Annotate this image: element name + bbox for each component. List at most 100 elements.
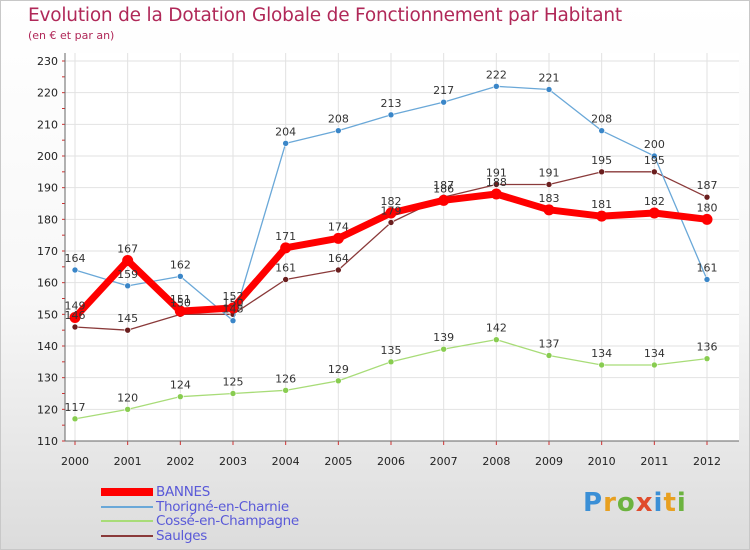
data-label-thorigne-en-charnie: 221 [539,72,560,85]
legend-swatch [101,534,153,537]
data-point-bannes [438,194,450,206]
data-label-thorigne-en-charnie: 208 [591,113,612,126]
logo-letter: i [653,488,664,518]
data-point-thorigne-en-charnie [598,127,605,134]
data-label-bannes: 180 [697,201,718,214]
data-label-bannes: 174 [328,220,349,233]
data-label-saulges: 187 [697,179,718,192]
data-point-thorigne-en-charnie [282,140,289,147]
data-label-thorigne-en-charnie: 148 [223,303,244,316]
data-label-thorigne-en-charnie: 217 [433,84,454,97]
x-tick-label: 2000 [61,455,89,468]
x-tick-label: 2007 [430,455,458,468]
legend-label: BANNES [156,484,210,500]
data-point-thorigne-en-charnie [651,152,658,160]
y-tick-label: 180 [37,213,58,226]
data-point-saulges [703,193,711,201]
data-label-cosse-en-champagne: 126 [275,372,296,385]
data-label-bannes: 171 [275,230,296,243]
data-point-thorigne-en-charnie [387,111,395,119]
data-point-cosse-en-champagne [124,406,131,413]
data-label-cosse-en-champagne: 134 [591,347,612,360]
data-label-saulges: 191 [539,167,560,180]
legend-swatch [101,505,153,508]
data-point-thorigne-en-charnie [440,98,447,106]
data-label-thorigne-en-charnie: 159 [117,268,138,281]
data-point-saulges [124,326,131,334]
data-point-bannes [332,232,344,244]
data-label-thorigne-en-charnie: 213 [381,97,402,110]
data-point-saulges [387,219,395,226]
data-label-thorigne-en-charnie: 208 [328,113,349,126]
data-label-bannes: 182 [381,195,402,208]
data-label-saulges: 195 [591,154,612,167]
data-label-bannes: 151 [170,293,191,306]
data-point-thorigne-en-charnie [71,266,79,274]
data-label-bannes: 188 [486,176,507,189]
data-point-saulges [335,266,342,274]
data-point-bannes [648,207,660,219]
y-tick-label: 130 [37,372,58,385]
legend-swatch [101,520,153,522]
logo-letter: i [676,488,687,518]
data-point-bannes [280,242,292,254]
data-point-cosse-en-champagne [177,393,184,400]
data-point-saulges [282,276,289,283]
data-point-cosse-en-champagne [229,390,237,397]
data-label-cosse-en-champagne: 142 [486,322,507,335]
data-label-saulges: 187 [433,179,454,192]
y-tick-label: 150 [37,308,58,321]
logo-letter: r [603,488,617,518]
data-label-cosse-en-champagne: 137 [539,338,560,351]
data-point-saulges [493,181,500,188]
logo-letter: o [616,488,636,518]
x-tick-label: 2003 [219,455,247,468]
data-label-cosse-en-champagne: 124 [170,379,191,392]
data-label-saulges: 164 [328,252,349,265]
data-point-cosse-en-champagne [440,345,447,353]
legend-label: Cossé-en-Champagne [156,513,299,529]
x-tick-label: 2010 [588,455,616,468]
logo-letter: P [583,488,604,518]
data-point-bannes [69,312,81,323]
data-label-cosse-en-champagne: 134 [644,347,665,360]
legend-label: Thorigné-en-Charnie [156,498,289,515]
data-point-cosse-en-champagne [493,336,500,343]
data-label-saulges: 145 [117,312,138,325]
data-label-bannes: 182 [644,195,665,208]
x-tick-label: 2011 [640,455,668,468]
y-tick-label: 110 [37,435,58,448]
data-point-thorigne-en-charnie [335,127,342,134]
data-label-saulges: 161 [275,262,296,275]
data-label-cosse-en-champagne: 120 [117,391,138,404]
y-tick-label: 140 [37,340,58,353]
data-point-bannes [227,302,239,314]
data-label-saulges: 150 [170,296,191,309]
legend-swatch [101,488,153,496]
data-point-cosse-en-champagne [71,415,79,423]
data-point-bannes [174,305,186,317]
data-point-bannes [596,210,608,222]
logo-letter: x [635,488,654,518]
data-point-bannes [543,204,555,216]
y-tick-label: 170 [37,245,58,258]
data-label-saulges: 195 [644,154,665,167]
data-point-thorigne-en-charnie [703,276,711,283]
x-tick-label: 2006 [377,455,405,468]
data-label-cosse-en-champagne: 136 [697,341,718,354]
data-label-bannes: 149 [65,300,86,313]
data-label-cosse-en-champagne: 125 [223,376,244,389]
x-tick-label: 2008 [482,455,510,468]
data-point-thorigne-en-charnie [229,317,237,324]
data-point-cosse-en-champagne [282,387,289,394]
data-point-saulges [651,168,658,176]
x-tick-label: 2001 [114,455,142,468]
data-point-cosse-en-champagne [651,361,658,369]
data-point-saulges [545,181,553,188]
data-label-cosse-en-champagne: 117 [65,401,86,414]
y-tick-label: 210 [37,118,58,131]
legend-label: Saulges [156,527,207,544]
data-label-cosse-en-champagne: 135 [381,344,402,357]
